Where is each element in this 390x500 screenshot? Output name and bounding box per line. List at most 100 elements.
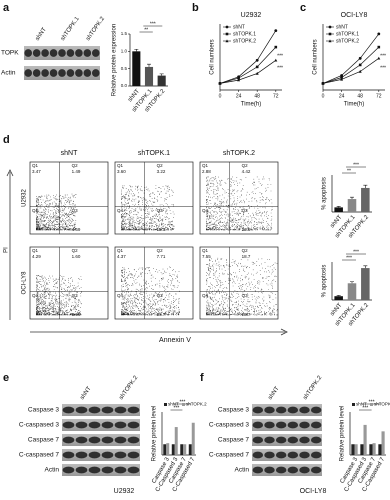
- blot-band: [287, 406, 299, 414]
- marker: [255, 71, 259, 75]
- blot-band: [127, 436, 140, 444]
- quadrant-name: Q3: [157, 293, 164, 298]
- lane-label: shTOPK.2: [303, 374, 324, 401]
- flow-column-label: shTOPK.2: [223, 150, 255, 157]
- blot-band: [287, 436, 299, 444]
- bar: [360, 444, 364, 455]
- blot-band: [299, 451, 310, 459]
- quadrant-name: Q3: [72, 293, 79, 298]
- quadrant-percent: 23.5: [242, 227, 251, 232]
- flow-row-label: U2932: [22, 189, 28, 207]
- blot-row-label: C-caspased 3: [209, 422, 249, 429]
- significance-mark: ***: [277, 65, 283, 71]
- marker: [321, 81, 325, 85]
- marker: [377, 45, 381, 49]
- marker: [218, 81, 222, 85]
- flow-frame: [199, 161, 279, 235]
- blot-band: [310, 421, 322, 429]
- legend-marker: [328, 32, 332, 36]
- x-tick-label: 72: [376, 93, 382, 99]
- blot-band: [66, 49, 75, 57]
- y-axis-label: % apoptosis: [322, 265, 328, 298]
- error-bar: [134, 48, 139, 52]
- lane-label: shTOPK.2: [119, 374, 140, 401]
- blot-band: [58, 69, 66, 77]
- quadrant-name: Q4: [117, 293, 124, 298]
- y-tick-label: 1.0: [121, 49, 128, 54]
- error-bar: [159, 73, 164, 76]
- legend-marker: [328, 25, 332, 29]
- quadrant-percent: 7.55: [202, 254, 211, 259]
- y-axis-label: Cell numbers: [210, 39, 216, 74]
- marker: [274, 58, 278, 62]
- bar: [381, 431, 385, 455]
- flow-events: [121, 185, 175, 231]
- blot-row-label: TOPK: [1, 50, 19, 57]
- blot-band: [41, 49, 49, 57]
- quadrant-name: Q4: [32, 208, 39, 213]
- marker: [358, 63, 362, 67]
- blot-band: [252, 421, 264, 429]
- series-line: [219, 46, 277, 84]
- bar: [347, 283, 357, 300]
- quadrant-percent: 12.3: [157, 227, 166, 232]
- panel-letter: e: [3, 372, 9, 384]
- flow-frame: [29, 161, 109, 235]
- blot-band: [252, 436, 264, 444]
- y-axis-label: Cell numbers: [313, 39, 319, 74]
- marker: [358, 69, 362, 73]
- blot-band: [299, 421, 310, 429]
- marker: [255, 58, 259, 62]
- legend-marker: [328, 39, 332, 43]
- legend-swatch: [370, 403, 373, 406]
- blot-band: [88, 451, 101, 459]
- marker: [377, 32, 381, 36]
- series-line: [219, 60, 277, 84]
- significance-mark: ***: [174, 405, 180, 411]
- legend-swatch: [164, 403, 167, 406]
- blot-band: [264, 451, 275, 459]
- significance-mark: **: [347, 168, 351, 174]
- bar: [363, 424, 367, 455]
- significance-mark: **: [144, 27, 148, 33]
- blot-band: [62, 436, 75, 444]
- quadrant-name: Q1: [202, 163, 209, 168]
- y-tick-label: 0.5: [121, 66, 128, 71]
- flow-y-label: PI: [4, 247, 10, 253]
- blot-band: [101, 436, 114, 444]
- flow-events: [121, 266, 180, 316]
- legend-label: shTOPK.2: [336, 38, 359, 44]
- blot-band: [310, 436, 322, 444]
- blot-band: [49, 49, 58, 57]
- significance-mark: ***: [277, 53, 283, 59]
- flow-events: [36, 193, 77, 231]
- blot-band: [24, 69, 33, 77]
- blot-row-label: Caspase 7: [28, 437, 59, 444]
- quadrant-name: Q3: [157, 208, 164, 213]
- flow-frame: [199, 246, 279, 320]
- x-tick-label: 24: [236, 93, 242, 99]
- blot-band: [75, 451, 88, 459]
- x-tick-label: 48: [254, 93, 260, 99]
- blot-band: [114, 406, 127, 414]
- quadrant-name: Q1: [117, 248, 124, 253]
- blot-band: [75, 49, 83, 57]
- blot-band: [275, 421, 287, 429]
- bar: [334, 207, 343, 212]
- series-line: [322, 58, 380, 84]
- error-bar: [336, 206, 341, 208]
- blot-band: [127, 466, 140, 474]
- lane-label: shNT: [35, 27, 48, 42]
- annexin-arrow: [30, 328, 288, 336]
- blot-band: [275, 466, 287, 474]
- blot-band: [88, 421, 101, 429]
- blot-band: [62, 406, 75, 414]
- bar: [163, 444, 167, 455]
- legend-label: shNT: [356, 402, 367, 407]
- blot-band: [32, 69, 41, 77]
- series-line: [322, 33, 380, 84]
- blot-band: [88, 436, 101, 444]
- significance-mark: ***: [380, 65, 386, 71]
- quadrant-percent: 4.42: [242, 169, 251, 174]
- quadrant-name: Q4: [117, 208, 124, 213]
